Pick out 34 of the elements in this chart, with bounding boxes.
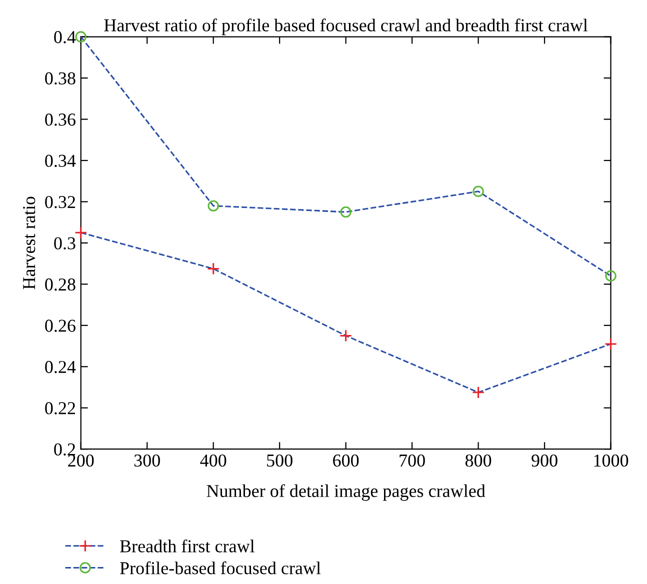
y-tick-label: 0.22 (45, 402, 76, 414)
point (340, 206, 352, 218)
legend-label: Breadth first crawl (120, 539, 254, 552)
y-axis-title: Harvest ratio (23, 196, 36, 290)
point (74, 226, 88, 239)
y-tick-label: 0.3 (54, 237, 76, 250)
x-tick-label: 500 (267, 454, 292, 467)
x-tick-label: 900 (532, 454, 558, 467)
point (472, 186, 484, 198)
point (472, 386, 485, 399)
y-tick-label: 0.34 (45, 154, 76, 168)
point (604, 338, 618, 350)
y-tick-label: 0.26 (45, 320, 76, 332)
x-tick-label: 400 (200, 454, 226, 467)
point (207, 262, 220, 276)
y-tick-label: 0.32 (45, 196, 76, 208)
x-tick-label: 1000 (594, 454, 628, 467)
y-tick-label: 0.2 (54, 443, 76, 456)
x-tick-label: 600 (333, 454, 359, 467)
x-tick-label: 200 (68, 454, 94, 467)
x-axis-title: Number of detail image pages crawled (206, 484, 486, 501)
y-tick-label: 0.4 (54, 31, 76, 44)
point (605, 270, 616, 282)
chart-title: Harvest ratio of profile based focused crawl and breadth first crawl (104, 18, 588, 36)
y-tick-label: 0.28 (45, 278, 76, 291)
x-tick-label: 700 (400, 454, 425, 467)
y-tick-label: 0.38 (45, 72, 76, 85)
point (340, 329, 352, 342)
legend-label: Profile-based focused crawl (120, 561, 321, 574)
y-tick-label: 0.24 (45, 360, 76, 374)
point (208, 200, 219, 212)
y-tick-label: 0.36 (45, 114, 76, 126)
x-tick-label: 800 (465, 454, 492, 467)
x-tick-label: 300 (134, 454, 160, 467)
